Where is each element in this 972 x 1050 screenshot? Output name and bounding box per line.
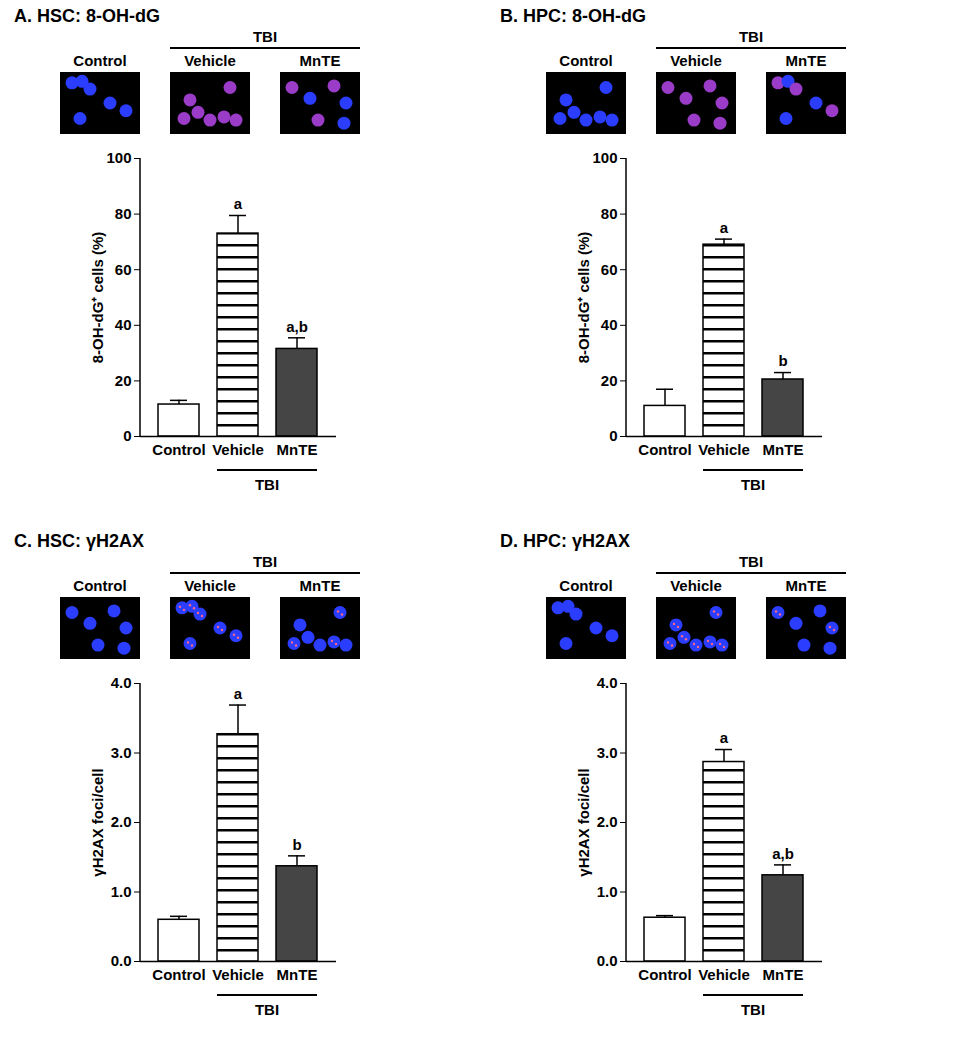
svg-text:TBI: TBI [739,28,763,45]
svg-text:Control: Control [638,441,691,458]
svg-text:MnTE: MnTE [763,966,804,983]
svg-text:Control: Control [559,52,612,69]
svg-text:MnTE: MnTE [786,577,827,594]
svg-text:Vehicle: Vehicle [184,577,236,594]
html-text:B. HPC: 8-OH-dG: B. HPC: 8-OH-dG [500,6,646,26]
svg-text:Vehicle: Vehicle [698,441,750,458]
svg-text:4.0: 4.0 [597,674,618,691]
svg-text:8-OH-dG⁺ cells (%): 8-OH-dG⁺ cells (%) [89,232,106,364]
svg-text:TBI: TBI [255,1001,279,1018]
svg-text:3.0: 3.0 [597,744,618,761]
svg-text:20: 20 [601,372,618,389]
svg-text:Control: Control [559,577,612,594]
svg-text:0: 0 [609,427,617,444]
svg-text:80: 80 [115,205,132,222]
svg-text:b: b [778,352,787,369]
svg-text:a: a [234,685,243,702]
svg-text:80: 80 [601,205,618,222]
svg-text:MnTE: MnTE [277,966,318,983]
svg-text:0.0: 0.0 [597,952,618,969]
svg-text:MnTE: MnTE [300,577,341,594]
svg-text:Control: Control [73,52,126,69]
svg-text:20: 20 [115,372,132,389]
svg-text:Control: Control [152,966,205,983]
svg-text:b: b [292,836,301,853]
svg-text:60: 60 [115,261,132,278]
svg-text:Vehicle: Vehicle [670,52,722,69]
svg-text:γH2AX foci/cell: γH2AX foci/cell [575,768,592,876]
svg-text:40: 40 [601,316,618,333]
svg-text:a: a [720,729,729,746]
svg-text:TBI: TBI [741,476,765,493]
svg-text:MnTE: MnTE [763,441,804,458]
svg-text:Control: Control [73,577,126,594]
svg-text:a,b: a,b [772,845,794,862]
svg-text:MnTE: MnTE [300,52,341,69]
svg-text:a,b: a,b [286,318,308,335]
svg-text:MnTE: MnTE [277,441,318,458]
html-text:D. HPC: γH2AX: D. HPC: γH2AX [500,531,630,551]
html-text:A. HSC: 8-OH-dG: A. HSC: 8-OH-dG [14,6,160,26]
svg-text:TBI: TBI [741,1001,765,1018]
svg-text:TBI: TBI [739,553,763,570]
html-text:C. HSC: γH2AX: C. HSC: γH2AX [14,531,144,551]
svg-text:60: 60 [601,261,618,278]
svg-text:a: a [720,219,729,236]
svg-text:2.0: 2.0 [597,813,618,830]
svg-text:1.0: 1.0 [111,883,132,900]
svg-text:Control: Control [152,441,205,458]
svg-text:Vehicle: Vehicle [212,441,264,458]
svg-text:a: a [234,195,243,212]
svg-text:Control: Control [638,966,691,983]
svg-text:TBI: TBI [253,553,277,570]
svg-text:2.0: 2.0 [111,813,132,830]
svg-text:8-OH-dG⁺ cells (%): 8-OH-dG⁺ cells (%) [575,232,592,364]
svg-text:3.0: 3.0 [111,744,132,761]
svg-text:TBI: TBI [255,476,279,493]
svg-text:100: 100 [106,149,131,166]
svg-text:TBI: TBI [253,28,277,45]
svg-text:4.0: 4.0 [111,674,132,691]
svg-text:Vehicle: Vehicle [670,577,722,594]
svg-text:0.0: 0.0 [111,952,132,969]
svg-text:1.0: 1.0 [597,883,618,900]
svg-text:Vehicle: Vehicle [212,966,264,983]
svg-text:Vehicle: Vehicle [698,966,750,983]
svg-text:0: 0 [123,427,131,444]
svg-text:MnTE: MnTE [786,52,827,69]
svg-text:100: 100 [592,149,617,166]
svg-text:γH2AX foci/cell: γH2AX foci/cell [89,768,106,876]
svg-text:Vehicle: Vehicle [184,52,236,69]
svg-text:40: 40 [115,316,132,333]
